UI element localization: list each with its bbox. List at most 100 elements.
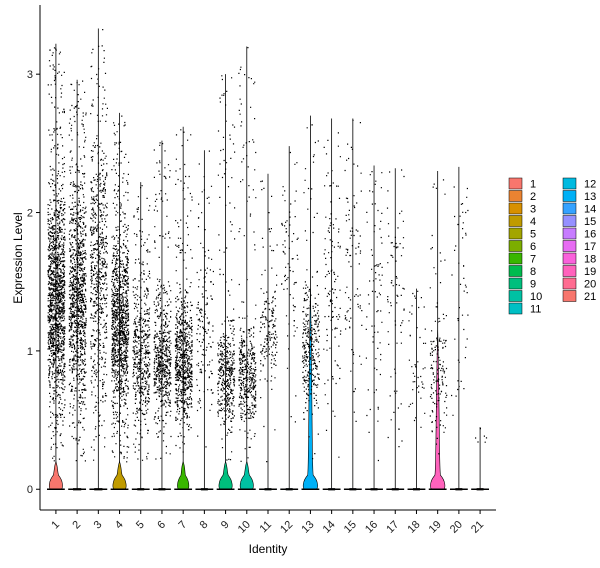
legend-item-17: 17 (562, 240, 596, 253)
violin-group-5 (131, 182, 151, 491)
legend-swatch (508, 252, 523, 265)
x-tick-label: 3 (92, 519, 105, 532)
jitter-points (217, 75, 236, 461)
x-tick-label: 6 (155, 519, 168, 532)
jitter-dots (386, 169, 405, 448)
legend-item-6: 6 (508, 240, 536, 253)
legend-swatch (562, 215, 577, 227)
legend-item-1: 1 (508, 177, 536, 191)
legend-swatch (562, 202, 577, 215)
legend-swatch (562, 227, 577, 240)
x-tick-label: 9 (219, 519, 232, 532)
violin-group-16 (365, 165, 383, 491)
violin-shape (48, 460, 63, 490)
violin-group-17 (386, 168, 405, 491)
legend-label: 2 (530, 191, 536, 203)
jitter-points (281, 151, 299, 423)
jitter-points (153, 142, 172, 460)
y-tick-label: 1 (27, 346, 33, 358)
x-tick-label: 8 (198, 519, 211, 532)
legend-swatch (508, 215, 523, 227)
legend-swatch (508, 302, 523, 315)
violin-group-14 (322, 118, 342, 491)
x-tick-label: 19 (427, 519, 444, 536)
violin-group-20 (449, 166, 469, 491)
jitter-dots (47, 47, 66, 462)
x-axis-ticks: 1 2 3 4 5 6 7 8 9 10 11 12 13 14 15 16 17 18 19 20 21 (49, 510, 486, 536)
y-tick-label: 2 (27, 208, 33, 220)
legend-item-9: 9 (508, 277, 536, 291)
legend-label: 20 (584, 279, 596, 291)
jitter-points (174, 129, 193, 453)
violin-shape (302, 288, 318, 490)
jitter-dots (238, 47, 257, 462)
x-tick-label: 1 (49, 519, 62, 532)
legend-label: 11 (530, 304, 541, 316)
jitter-points (132, 185, 151, 461)
jitter-dots (344, 119, 363, 422)
legend-swatch (562, 190, 577, 202)
legend-swatch (508, 177, 523, 190)
jitter-points (89, 29, 108, 461)
legend-item-5: 5 (508, 227, 536, 241)
legend-swatch (562, 265, 577, 277)
legend-label: 1 (530, 179, 536, 191)
x-tick-label: 4 (113, 519, 126, 532)
legend-item-18: 18 (562, 252, 596, 266)
legend-item-12: 12 (562, 177, 596, 191)
violin-group-13 (301, 115, 320, 491)
jitter-points (68, 80, 87, 462)
x-tick-label: 14 (321, 519, 338, 536)
legend-item-8: 8 (508, 265, 536, 278)
violin-group-19 (428, 171, 448, 491)
jitter-points (47, 47, 66, 462)
violin-group-21 (471, 426, 490, 491)
jitter-dots (323, 132, 342, 458)
jitter-points (408, 290, 427, 428)
x-tick-label: 18 (405, 519, 422, 536)
legend-swatch (508, 290, 523, 302)
legend-swatch (562, 240, 577, 252)
x-axis-title: Identity (249, 542, 288, 556)
legend-swatch (562, 252, 577, 265)
violin-group-6 (153, 140, 172, 491)
y-axis-ticks: 0 1 2 3 (27, 69, 40, 496)
legend-swatch (562, 277, 577, 290)
y-axis-title: Expression Level (11, 212, 25, 303)
violin-group-12 (280, 146, 299, 491)
violin-shape (239, 460, 254, 490)
legend-swatch (508, 277, 523, 290)
legend-label: 13 (584, 191, 596, 203)
violin-shape (177, 460, 190, 490)
legend-label: 18 (584, 254, 596, 266)
legend-label: 3 (530, 204, 536, 216)
plot-area (46, 28, 490, 491)
legend-item-16: 16 (562, 227, 596, 241)
legend-swatch (562, 177, 577, 190)
jitter-points (196, 150, 214, 448)
x-tick-label: 7 (176, 519, 189, 532)
violin-shape (112, 460, 127, 490)
jitter-points (259, 180, 278, 463)
x-tick-label: 12 (278, 519, 295, 536)
jitter-dots (408, 290, 427, 428)
legend-label: 15 (584, 216, 596, 228)
x-tick-label: 21 (469, 519, 486, 536)
jitter-dots (217, 75, 236, 461)
legend-label: 17 (584, 241, 596, 253)
legend-item-21: 21 (562, 290, 596, 303)
x-tick-label: 5 (134, 519, 147, 532)
violin-group-11 (259, 173, 278, 491)
violin-group-1 (46, 43, 66, 491)
jitter-dots (153, 142, 172, 460)
legend-item-19: 19 (562, 265, 596, 278)
x-tick-label: 13 (299, 519, 316, 536)
legend-swatch (508, 190, 523, 202)
legend-swatch (508, 240, 523, 252)
legend-label: 21 (584, 291, 596, 303)
violin-shape (218, 460, 233, 490)
jitter-dots (451, 186, 469, 416)
legend-swatch (508, 265, 523, 277)
